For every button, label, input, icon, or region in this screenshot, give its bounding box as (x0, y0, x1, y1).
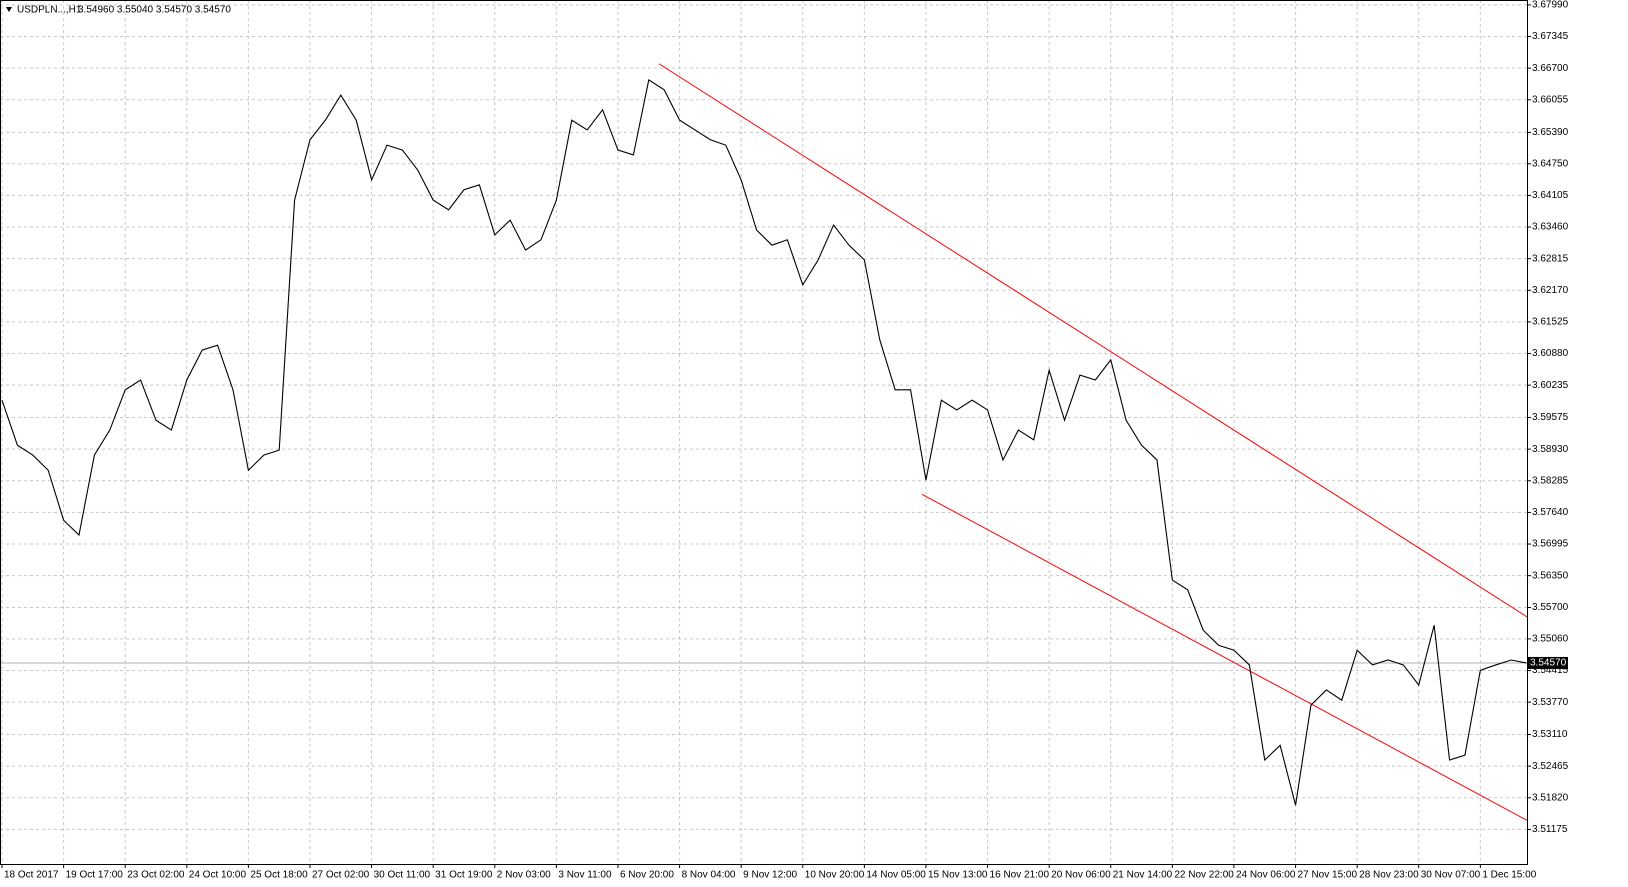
y-tick-label: 3.53770 (1532, 697, 1569, 708)
last-price-label: 3.54570 (1530, 658, 1567, 669)
x-tick-label: 16 Nov 21:00 (990, 870, 1050, 881)
y-tick-label: 3.56350 (1532, 570, 1569, 581)
x-tick-label: 25 Oct 18:00 (250, 870, 308, 881)
x-tick-label: 18 Oct 2017 (4, 870, 59, 881)
x-tick-label: 27 Nov 15:00 (1298, 870, 1358, 881)
y-tick-label: 3.51820 (1532, 792, 1569, 803)
plot-frame (0, 0, 1528, 865)
x-tick-label: 1 Dec 15:00 (1482, 870, 1536, 881)
trend-line (658, 63, 1528, 618)
y-tick-label: 3.62815 (1532, 253, 1569, 264)
y-tick-label: 3.60235 (1532, 380, 1569, 391)
plot (0, 63, 1528, 821)
x-tick-label: 27 Oct 02:00 (312, 870, 370, 881)
x-tick-label: 30 Nov 07:00 (1421, 870, 1481, 881)
x-tick-label: 19 Oct 17:00 (66, 870, 124, 881)
x-tick-label: 8 Nov 04:00 (682, 870, 736, 881)
y-tick-label: 3.66055 (1532, 94, 1569, 105)
y-tick-label: 3.59575 (1532, 412, 1569, 423)
x-tick-label: 31 Oct 19:00 (435, 870, 493, 881)
x-tick-label: 9 Nov 12:00 (743, 870, 797, 881)
y-tick-label: 3.60880 (1532, 348, 1569, 359)
x-tick-label: 28 Nov 23:00 (1359, 870, 1419, 881)
trend-line (921, 493, 1528, 821)
x-tick-label: 20 Nov 06:00 (1051, 870, 1111, 881)
y-tick-label: 3.57640 (1532, 507, 1569, 518)
y-tick-label: 3.67345 (1532, 31, 1569, 42)
y-tick-label: 3.58930 (1532, 444, 1569, 455)
y-tick-label: 3.61525 (1532, 317, 1569, 328)
ohlc: 3.54960 3.55040 3.54570 3.54570 (78, 5, 231, 16)
y-tick-label: 3.66700 (1532, 63, 1569, 74)
x-tick-label: 14 Nov 05:00 (866, 870, 926, 881)
last-price-box (1528, 656, 1568, 669)
x-tick-label: 3 Nov 11:00 (558, 870, 612, 881)
x-tick-label: 6 Nov 20:00 (620, 870, 674, 881)
x-tick-label: 30 Oct 11:00 (374, 870, 431, 881)
x-tick-label: 21 Nov 14:00 (1113, 870, 1173, 881)
x-tick-label: 2 Nov 03:00 (497, 870, 551, 881)
y-tick-label: 3.52465 (1532, 761, 1569, 772)
x-tick-label: 24 Oct 10:00 (189, 870, 247, 881)
x-tick-label: 22 Nov 22:00 (1174, 870, 1234, 881)
y-tick-label: 3.65390 (1532, 127, 1569, 138)
y-tick-label: 3.64105 (1532, 190, 1569, 201)
price-line (1, 79, 1527, 806)
grid (0, 0, 1527, 864)
y-tick-label: 3.53110 (1532, 729, 1568, 740)
y-tick-label: 3.67990 (1532, 0, 1569, 11)
y-tick-label: 3.55060 (1532, 634, 1569, 645)
y-tick-label: 3.62170 (1532, 285, 1569, 296)
x-tick-label: 23 Oct 02:00 (127, 870, 185, 881)
y-tick-label: 3.58285 (1532, 475, 1569, 486)
y-tick-label: 3.56995 (1532, 539, 1569, 550)
menu-icon[interactable] (6, 7, 12, 12)
y-tick-label: 3.63460 (1532, 222, 1569, 233)
x-tick-label: 24 Nov 06:00 (1236, 870, 1296, 881)
x-tick-label: 15 Nov 13:00 (928, 870, 988, 881)
y-tick-label: 3.64750 (1532, 158, 1569, 169)
axes: 3.67990 3.67345 3.66700 3.66055 3.65390 3.647… (1, 0, 1569, 881)
x-tick-label: 10 Nov 20:00 (805, 870, 865, 881)
y-tick-label: 3.54415 (1532, 665, 1569, 676)
symbol-title: USDPLN...,H1 (17, 5, 82, 16)
y-tick-label: 3.51175 (1532, 824, 1568, 835)
y-tick-label: 3.55700 (1532, 602, 1569, 613)
